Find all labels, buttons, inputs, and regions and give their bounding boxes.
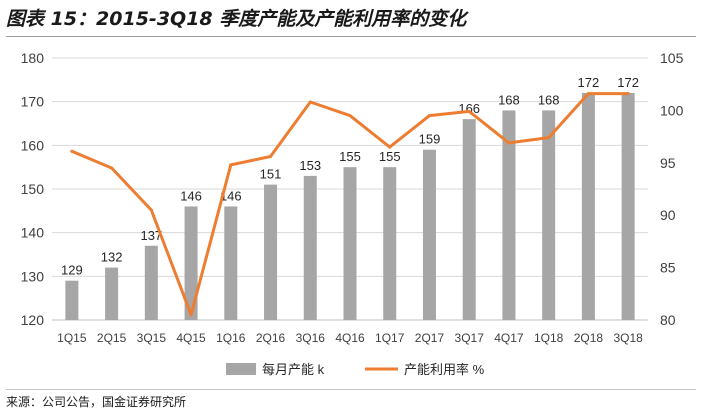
legend-bar-label: 每月产能 k	[262, 362, 325, 377]
source-divider	[6, 389, 696, 390]
x-tick-label: 4Q17	[494, 331, 524, 345]
chart-title: 图表 15：2015-3Q18 季度产能及产能利用率的变化	[6, 8, 467, 30]
right-tick-label: 90	[660, 207, 676, 223]
left-tick-label: 140	[21, 225, 45, 241]
capacity-bar	[224, 206, 238, 320]
x-tick-label: 3Q15	[137, 331, 167, 345]
capacity-bar	[343, 167, 357, 320]
bar-data-label: 172	[617, 75, 639, 90]
bar-data-label: 153	[299, 158, 321, 173]
title-divider	[6, 36, 696, 37]
utilization-point	[70, 149, 74, 153]
right-tick-label: 80	[660, 312, 676, 328]
utilization-point	[110, 166, 114, 170]
capacity-bar	[184, 206, 198, 320]
utilization-point	[308, 100, 312, 104]
x-tick-label: 3Q17	[455, 331, 485, 345]
utilization-point	[507, 141, 511, 145]
utilization-point	[586, 92, 590, 96]
legend-bar-swatch	[226, 363, 256, 375]
utilization-line	[70, 92, 630, 317]
utilization-point	[427, 114, 431, 118]
bar-data-label: 166	[458, 101, 480, 116]
left-tick-label: 170	[21, 94, 45, 110]
left-tick-label: 120	[21, 312, 45, 328]
bar-data-label: 155	[379, 149, 401, 164]
utilization-point	[388, 145, 392, 149]
capacity-bar	[105, 267, 119, 320]
capacity-bar	[422, 149, 436, 320]
legend: 每月产能 k 产能利用率 %	[226, 362, 485, 377]
bar-data-label: 155	[339, 149, 361, 164]
bar-data-labels: 129 132 137 146 146 151 153 155 155 159 166 168 168 1…	[61, 75, 639, 278]
x-tick-label: 4Q15	[176, 331, 206, 345]
legend-line-label: 产能利用率 %	[404, 362, 485, 377]
x-tick-label: 1Q16	[216, 331, 246, 345]
left-tick-label: 150	[21, 181, 45, 197]
capacity-bar	[581, 92, 595, 320]
left-tick-label: 130	[21, 268, 45, 284]
left-tick-label: 160	[21, 137, 45, 153]
left-tick-label: 180	[21, 50, 45, 66]
utilization-point	[229, 163, 233, 167]
capacity-bar	[65, 280, 79, 320]
bar-data-label: 172	[578, 75, 600, 90]
x-tick-label: 2Q18	[574, 331, 604, 345]
x-tick-label: 1Q18	[534, 331, 564, 345]
capacity-bar	[264, 184, 278, 320]
left-axis-ticks: 120 130 140 150 160 170 180	[21, 50, 45, 328]
capacity-utilization-chart: 129 132 137 146 146 151 153 155 155 159 166 168 168 1…	[21, 50, 684, 377]
bar-data-label: 132	[101, 250, 123, 265]
utilization-point	[149, 208, 153, 212]
utilization-point	[189, 313, 193, 317]
capacity-bar	[502, 110, 516, 321]
bar-data-label: 168	[498, 92, 520, 107]
x-tick-label: 2Q16	[256, 331, 286, 345]
utilization-point	[626, 92, 630, 96]
capacity-bar	[383, 167, 397, 320]
bar-data-label: 151	[260, 167, 282, 182]
utilization-point	[269, 155, 273, 159]
right-tick-label: 85	[660, 260, 676, 276]
x-tick-label: 3Q18	[613, 331, 643, 345]
source-note: 来源：公司公告，国金证券研究所	[6, 395, 187, 409]
x-axis-ticks: 1Q15 2Q15 3Q15 4Q15 1Q16 2Q16 3Q16 4Q16 1Q17 2Q17…	[57, 331, 643, 345]
x-tick-label: 4Q16	[335, 331, 365, 345]
x-tick-label: 1Q15	[57, 331, 87, 345]
x-tick-label: 2Q17	[415, 331, 445, 345]
capacity-bar	[621, 92, 635, 320]
utilization-point	[348, 114, 352, 118]
bar-data-label: 137	[140, 228, 162, 243]
capacity-bar	[303, 175, 317, 320]
capacity-bars	[65, 92, 635, 321]
capacity-bar	[144, 245, 158, 320]
utilization-point	[467, 109, 471, 113]
x-tick-label: 1Q17	[375, 331, 405, 345]
bar-data-label: 146	[220, 188, 242, 203]
capacity-bar	[542, 110, 556, 321]
bar-data-label: 168	[538, 92, 560, 107]
right-tick-label: 95	[660, 155, 676, 171]
right-tick-label: 100	[660, 102, 684, 118]
right-axis-ticks: 80 85 90 95 100 105	[660, 50, 684, 328]
capacity-bar	[462, 119, 476, 320]
bar-data-label: 146	[180, 188, 202, 203]
bar-data-label: 159	[419, 132, 441, 147]
utilization-point	[547, 136, 551, 140]
x-tick-label: 2Q15	[97, 331, 127, 345]
right-tick-label: 105	[660, 50, 684, 66]
bar-data-label: 129	[61, 263, 83, 278]
x-tick-label: 3Q16	[296, 331, 326, 345]
